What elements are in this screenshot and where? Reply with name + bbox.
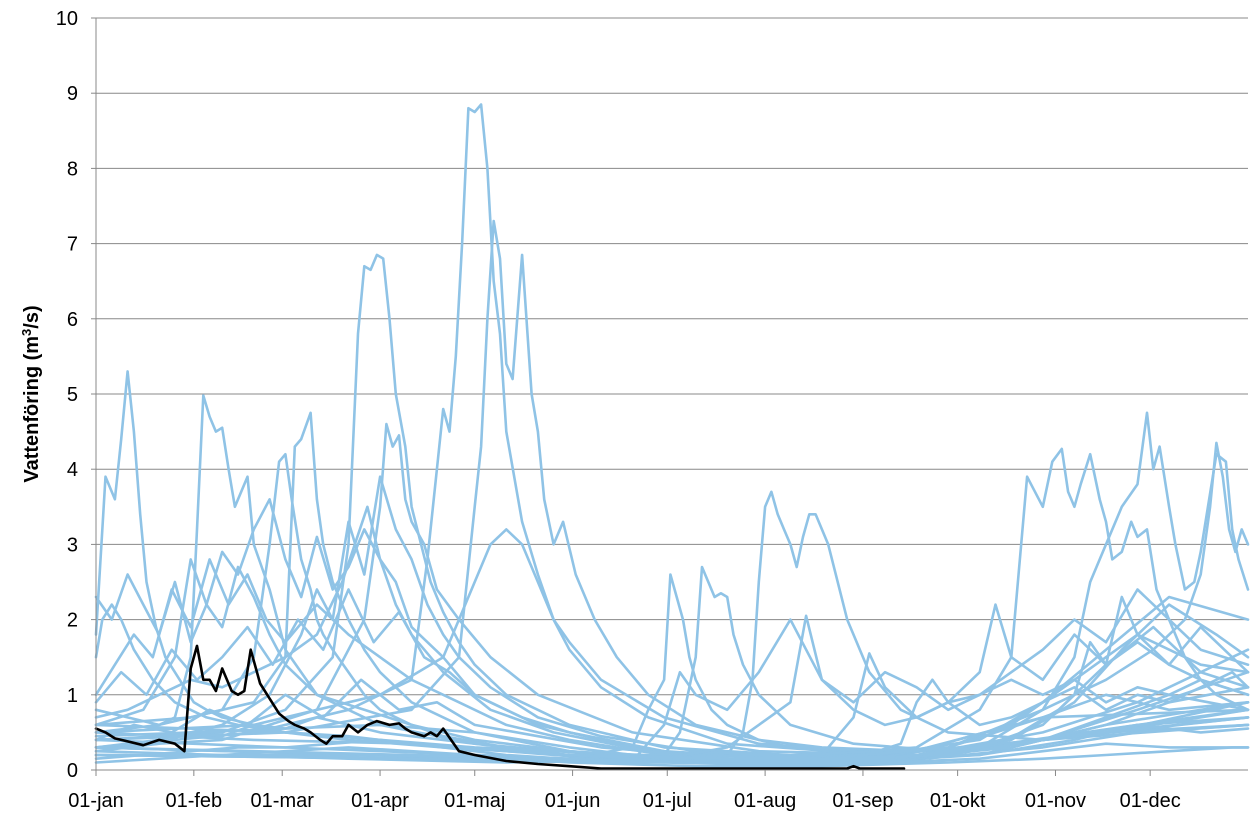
y-tick-label: 5: [67, 384, 78, 406]
y-tick-label: 8: [67, 158, 78, 180]
x-tick-labels: 01-jan 01-feb 01-mar 01-apr 01-maj 01-jun 01-j…: [68, 770, 1181, 812]
x-tick-label: 01-nov: [1025, 790, 1086, 812]
series-line-historical: [94, 573, 1250, 761]
y-tick-label: 7: [67, 234, 78, 256]
series-line-historical: [94, 595, 1250, 761]
x-tick-label: 01-maj: [444, 790, 505, 812]
y-tick-label: 2: [67, 610, 78, 632]
series-line-historical: [94, 738, 1250, 766]
series-line-historical: [94, 528, 1250, 757]
y-tick-label: 0: [67, 760, 78, 782]
series-line-historical: [94, 505, 1250, 763]
series-line-historical: [94, 103, 1250, 757]
x-tick-label: 01-jul: [643, 790, 692, 812]
x-tick-label: 01-aug: [734, 790, 796, 812]
y-axis-title: Vattenföring (m3/s): [19, 305, 44, 482]
x-tick-label: 01-sep: [832, 790, 893, 812]
series-line-historical: [94, 618, 1250, 763]
y-tick-labels: 0 1 2 3 4 5 6 7 8 9 10: [56, 8, 96, 782]
x-tick-label: 01-apr: [351, 790, 409, 812]
series-line-historical: [94, 746, 1250, 768]
y-tick-label: 3: [67, 534, 78, 556]
y-tick-label: 1: [67, 685, 78, 707]
series-line-current: [94, 644, 906, 770]
series-lines: [94, 103, 1250, 770]
series-line-historical: [94, 219, 1250, 757]
x-tick-label: 01-mar: [251, 790, 315, 812]
gridlines: [96, 17, 1248, 696]
series-line-historical: [94, 370, 1250, 764]
y-tick-label: 4: [67, 459, 78, 481]
x-tick-label: 01-jan: [68, 790, 124, 812]
x-tick-label: 01-jun: [545, 790, 601, 812]
x-tick-label: 01-dec: [1120, 790, 1181, 812]
y-tick-label: 6: [67, 309, 78, 331]
x-tick-label: 01-feb: [165, 790, 222, 812]
series-line-historical: [94, 558, 1250, 764]
y-tick-label: 9: [67, 83, 78, 105]
x-tick-label: 01-okt: [930, 790, 986, 812]
series-line-historical: [94, 565, 1250, 763]
series-line-historical: [94, 678, 1250, 761]
y-tick-label: 10: [56, 8, 78, 30]
series-line-historical: [94, 475, 1250, 761]
series-line-historical: [94, 422, 1250, 757]
